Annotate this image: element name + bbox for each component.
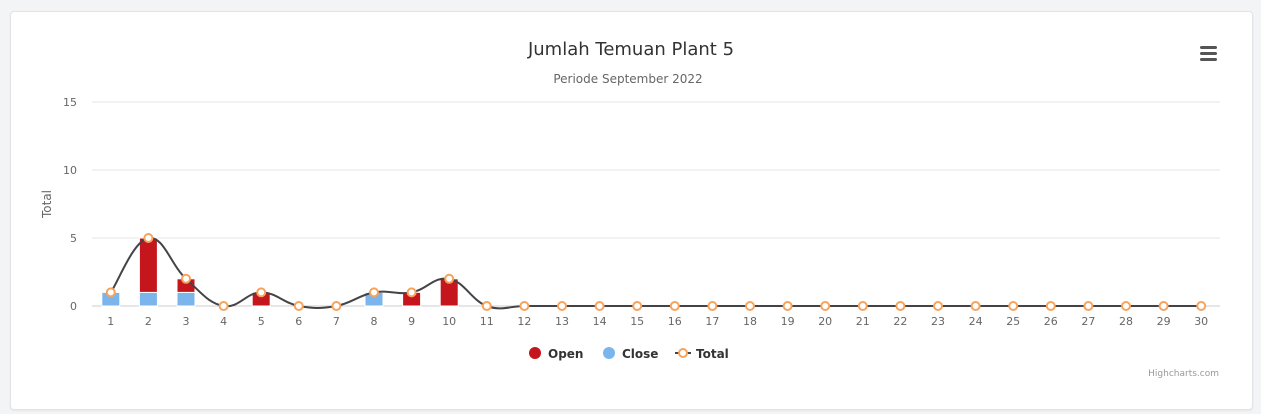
total-point[interactable] [143,233,154,243]
chart-title: Jumlah Temuan Plant 5 [527,39,734,60]
x-tick-label: 11 [480,315,494,328]
total-point[interactable] [970,301,981,311]
x-tick-label: 12 [517,315,531,328]
x-tick-label: 18 [743,315,757,328]
x-tick-label: 14 [593,315,607,328]
x-tick-label: 6 [295,315,302,328]
y-tick-label: 15 [63,96,77,109]
x-tick-label: 22 [893,315,907,328]
total-point[interactable] [594,301,605,311]
legend-symbol [603,347,615,359]
x-tick-label: 25 [1006,315,1020,328]
total-point[interactable] [1045,301,1056,311]
x-tick-label: 4 [220,315,227,328]
total-point[interactable] [632,301,643,311]
legend-item-close[interactable]: Close [603,347,658,361]
x-tick-label: 5 [258,315,265,328]
bar-close[interactable] [176,291,196,307]
bar-open[interactable] [138,237,158,293]
total-point[interactable] [1083,301,1094,311]
y-axis-title: Total [40,190,54,219]
total-point[interactable] [293,301,304,311]
y-axis-ticks: 0 5 10 15 [63,96,77,313]
x-tick-label: 13 [555,315,569,328]
x-tick-label: 16 [668,315,682,328]
x-tick-label: 24 [969,315,983,328]
total-point[interactable] [444,273,455,284]
total-line [109,236,1202,310]
credits-link[interactable]: Highcharts.com [1148,369,1219,379]
total-point[interactable] [857,301,868,311]
total-point[interactable] [1008,301,1019,311]
x-tick-label: 10 [442,315,456,328]
chart-card [10,11,1253,410]
x-tick-label: 26 [1044,315,1058,328]
x-tick-label: 9 [408,315,415,328]
y-tick-label: 5 [70,232,77,245]
legend-label: Total [696,347,729,361]
x-tick-label: 3 [183,315,190,328]
total-point[interactable] [1158,301,1169,311]
total-point[interactable] [782,301,793,311]
bar-close[interactable] [138,291,158,307]
x-tick-label: 23 [931,315,945,328]
legend-item-total[interactable]: Total [675,347,729,361]
menu-button[interactable] [1196,42,1222,64]
x-tick-label: 8 [371,315,378,328]
total-point[interactable] [181,273,191,284]
legend: Open Close Total [529,347,729,361]
x-tick-label: 15 [630,315,644,328]
legend-item-open[interactable]: Open [529,347,583,361]
legend-symbol [678,348,688,358]
legend-label: Open [548,347,583,361]
x-tick-label: 20 [818,315,832,328]
total-point[interactable] [369,287,379,298]
hamburger-menu-icon [1200,46,1217,61]
chart-subtitle: Periode September 2022 [553,72,702,86]
total-point[interactable] [1196,301,1207,311]
x-tick-label: 1 [107,315,114,328]
x-tick-label: 2 [145,315,152,328]
bars [101,237,459,307]
grid [92,101,1220,307]
x-tick-label: 29 [1157,315,1171,328]
total-line-series [105,233,1207,311]
total-point[interactable] [1121,301,1131,311]
total-point[interactable] [519,301,530,311]
x-tick-label: 17 [705,315,719,328]
x-axis-ticks: 1 2 3 4 5 6 7 8 9 10 11 12 13 14 15 16 17 18 19 20 21 22 23 24 2… [107,315,1208,328]
total-point[interactable] [406,287,417,298]
total-point[interactable] [557,301,567,311]
total-point[interactable] [669,301,680,311]
total-point[interactable] [481,301,492,311]
y-tick-label: 0 [70,300,77,313]
total-point[interactable] [745,301,755,311]
total-point[interactable] [105,287,116,298]
total-point[interactable] [895,301,906,311]
x-tick-label: 19 [781,315,795,328]
total-point[interactable] [218,301,229,311]
legend-label: Close [622,347,658,361]
x-tick-label: 30 [1194,315,1208,328]
x-tick-label: 7 [333,315,340,328]
x-tick-label: 27 [1081,315,1095,328]
total-point[interactable] [933,301,943,311]
y-tick-label: 10 [63,164,77,177]
x-tick-label: 21 [856,315,870,328]
total-point[interactable] [331,301,342,311]
total-point[interactable] [820,301,831,311]
legend-symbol [529,347,541,359]
total-point[interactable] [256,287,267,298]
x-tick-label: 28 [1119,315,1133,328]
total-point[interactable] [707,301,718,311]
